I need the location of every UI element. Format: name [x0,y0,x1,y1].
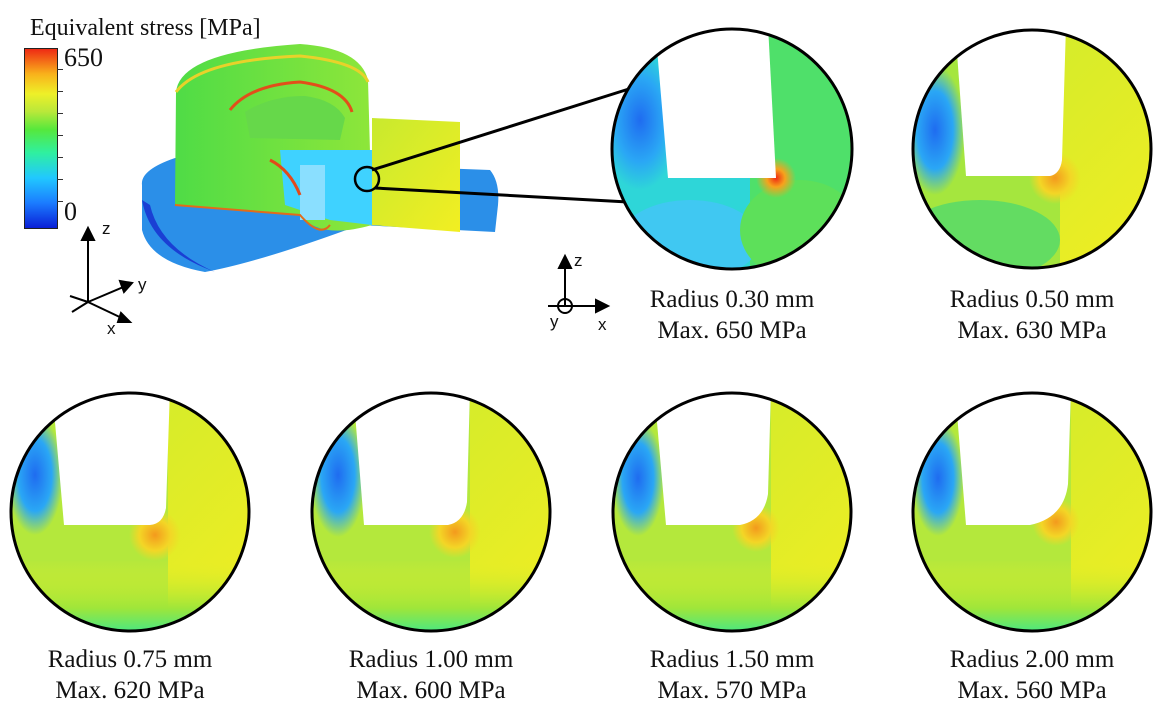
axis-z-label-3d: z [102,219,111,238]
caption-radius: Radius 0.75 mm [47,646,213,673]
caption-detail-3: Radius 0.75 mm Max. 620 MPa [10,644,250,706]
caption-detail-4: Radius 1.00 mm Max. 600 MPa [311,644,551,706]
detail-view-radius-1-00 [310,391,552,633]
caption-detail-2: Radius 0.50 mm Max. 630 MPa [912,284,1152,346]
color-scale-bar [24,48,63,229]
detail-view-radius-0-30 [610,27,854,271]
caption-radius: Radius 0.30 mm [649,286,815,313]
legend-title: Equivalent stress [MPa] [30,15,261,41]
caption-max-stress: Max. 620 MPa [55,677,205,704]
caption-radius: Radius 1.50 mm [649,646,815,673]
detail-view-radius-1-50 [611,391,853,633]
caption-detail-1: Radius 0.30 mm Max. 650 MPa [612,284,852,346]
axis-triad-2d [548,253,611,314]
scale-min-label: 0 [64,197,77,226]
detail-view-radius-0-50 [911,28,1153,270]
zoom-leader-bottom [374,186,629,204]
caption-radius: Radius 1.00 mm [348,646,514,673]
fe-model-3d [141,44,499,272]
axis-y-label-2d: y [550,312,559,331]
scale-max-label: 650 [64,43,103,72]
axis-y-label-3d: y [138,275,147,294]
caption-max-stress: Max. 570 MPa [657,677,807,704]
caption-max-stress: Max. 630 MPa [957,317,1107,344]
caption-detail-6: Radius 2.00 mm Max. 560 MPa [912,644,1152,706]
detail-view-radius-2-00 [911,391,1153,633]
axis-z-label-2d: z [574,251,583,270]
axis-x-label-2d: x [598,315,607,334]
zoom-leader-top [371,86,633,172]
detail-view-radius-0-75 [9,391,251,633]
caption-max-stress: Max. 560 MPa [957,677,1107,704]
caption-radius: Radius 2.00 mm [949,646,1115,673]
axis-x-label-3d: x [107,319,116,338]
caption-max-stress: Max. 600 MPa [356,677,506,704]
caption-radius: Radius 0.50 mm [949,286,1115,313]
caption-detail-5: Radius 1.50 mm Max. 570 MPa [612,644,852,706]
axis-triad-3d [69,225,134,323]
caption-max-stress: Max. 650 MPa [657,317,807,344]
